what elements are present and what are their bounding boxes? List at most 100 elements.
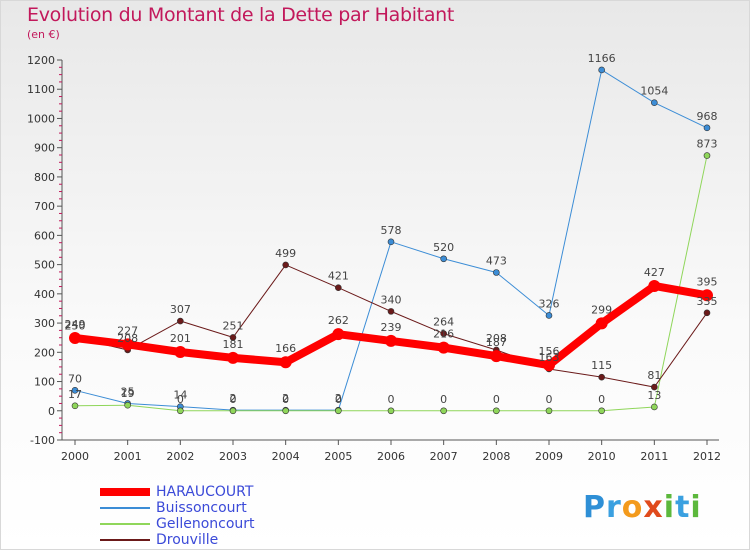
data-point <box>229 407 237 415</box>
data-label: 873 <box>697 138 718 151</box>
data-label: 19 <box>121 387 135 400</box>
data-point <box>332 328 345 341</box>
data-label: 1054 <box>640 85 668 98</box>
data-label: 14 <box>173 389 187 402</box>
data-point <box>69 331 81 344</box>
data-label: 2 <box>230 392 237 405</box>
data-point <box>648 279 661 292</box>
data-label: 264 <box>433 316 454 329</box>
x-tick-label: 2000 <box>61 450 89 463</box>
data-label: 0 <box>177 393 184 406</box>
data-label: 181 <box>223 338 244 351</box>
data-label: 307 <box>170 303 191 316</box>
data-point <box>385 334 397 347</box>
data-point <box>701 289 713 302</box>
data-label: 208 <box>486 332 507 345</box>
y-tick-label: 500 <box>34 259 55 272</box>
x-tick-label: 2009 <box>535 450 563 463</box>
y-tick-label: 800 <box>34 171 55 184</box>
y-tick-label: 100 <box>34 376 55 389</box>
data-point <box>651 99 658 106</box>
data-point <box>121 338 134 351</box>
data-point <box>440 255 447 263</box>
data-label: 251 <box>223 319 244 332</box>
data-point <box>387 308 395 315</box>
x-tick-label: 2007 <box>430 450 458 463</box>
logo-letter: i <box>663 490 676 525</box>
data-point <box>437 341 450 354</box>
data-point <box>440 330 447 337</box>
data-label: 499 <box>275 247 296 260</box>
chart-subtitle: (en €) <box>27 28 60 41</box>
data-point <box>282 407 289 415</box>
data-label: 156 <box>539 345 560 358</box>
data-point <box>335 407 342 415</box>
data-label: 239 <box>381 321 402 334</box>
data-label: 1166 <box>588 52 616 65</box>
data-point <box>598 66 605 74</box>
logo-letter: P <box>583 490 606 525</box>
data-label: 115 <box>591 359 612 372</box>
y-tick-label: 200 <box>34 346 55 359</box>
data-label: 2 <box>282 392 289 405</box>
legend-swatch <box>100 523 150 525</box>
data-point <box>177 317 184 325</box>
x-tick-label: 2004 <box>272 450 300 463</box>
data-label: 578 <box>381 224 402 237</box>
data-label: 227 <box>117 324 138 337</box>
data-label: 0 <box>282 393 289 406</box>
y-tick-label: 400 <box>34 288 55 301</box>
data-label: 340 <box>381 293 402 306</box>
x-tick-label: 2005 <box>324 450 352 463</box>
data-point <box>124 401 131 409</box>
legend-label: Gellenoncourt <box>156 516 255 532</box>
logo-letter: r <box>606 490 622 525</box>
logo-letter: o <box>621 490 644 525</box>
data-label: 0 <box>546 393 553 406</box>
data-point <box>598 373 605 381</box>
data-label: 335 <box>697 295 718 308</box>
legend-label: Drouville <box>156 532 219 548</box>
x-tick-label: 2001 <box>114 450 142 463</box>
data-label: 395 <box>697 275 718 288</box>
legend-swatch <box>100 488 150 496</box>
data-point <box>651 403 658 411</box>
data-label: 0 <box>388 393 395 406</box>
data-label: 0 <box>493 393 500 406</box>
data-point <box>545 407 553 415</box>
y-tick-label: 700 <box>34 200 55 213</box>
data-point <box>279 356 292 369</box>
data-label: 968 <box>697 110 718 123</box>
data-label: 70 <box>68 372 82 385</box>
data-point <box>543 359 555 372</box>
legend-label: HARAUCOURT <box>156 484 254 500</box>
y-tick-label: 300 <box>34 317 55 330</box>
data-label: 163 <box>539 351 560 364</box>
data-point <box>595 317 608 330</box>
data-point <box>174 346 187 359</box>
data-label: 299 <box>591 303 612 316</box>
data-label: 208 <box>117 332 138 345</box>
x-tick-label: 2006 <box>377 450 405 463</box>
data-label: 13 <box>647 389 661 402</box>
x-tick-label: 2003 <box>219 450 247 463</box>
y-tick-label: 600 <box>34 229 55 242</box>
legend-swatch <box>100 539 150 541</box>
logo-letter: t <box>675 490 691 525</box>
data-point <box>335 284 342 292</box>
chart-title: Evolution du Montant de la Dette par Hab… <box>27 4 455 26</box>
x-tick-label: 2010 <box>588 450 616 463</box>
data-point <box>703 124 711 132</box>
series-line-gellenoncourt <box>74 155 708 412</box>
data-label: 249 <box>65 318 86 331</box>
data-point <box>227 351 239 364</box>
legend-swatch <box>100 507 150 509</box>
data-point <box>387 407 395 415</box>
data-label: 421 <box>328 270 349 283</box>
logo-letter: i <box>690 490 702 525</box>
x-tick-label: 2011 <box>640 450 668 463</box>
data-label: 201 <box>170 332 191 345</box>
data-point <box>71 387 79 394</box>
data-label: 187 <box>486 336 507 349</box>
